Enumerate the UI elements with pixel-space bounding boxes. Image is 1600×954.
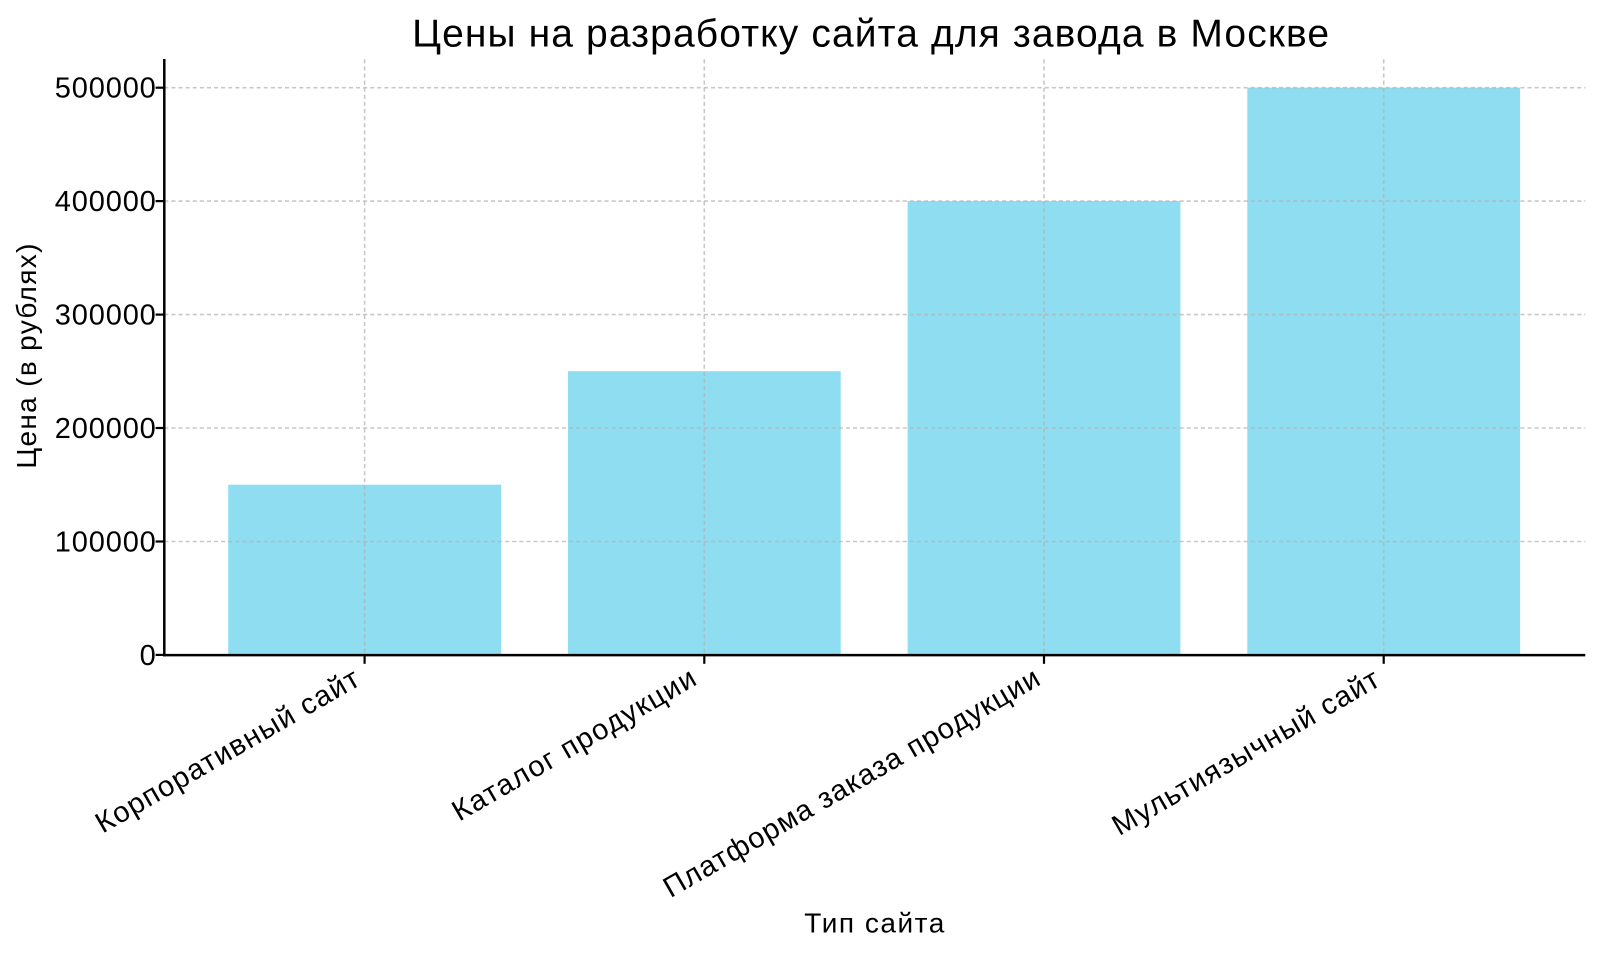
svg-text:Тип сайта: Тип сайта	[804, 907, 944, 938]
svg-text:400000: 400000	[55, 186, 156, 218]
svg-text:200000: 200000	[55, 413, 156, 445]
svg-text:500000: 500000	[55, 73, 156, 105]
svg-text:Цены на разработку сайта для з: Цены на разработку сайта для завода в Мо…	[412, 12, 1329, 55]
svg-text:300000: 300000	[55, 300, 156, 332]
svg-text:100000: 100000	[55, 526, 156, 558]
svg-text:Цена (в рублях): Цена (в рублях)	[11, 244, 42, 469]
svg-text:0: 0	[140, 640, 156, 672]
